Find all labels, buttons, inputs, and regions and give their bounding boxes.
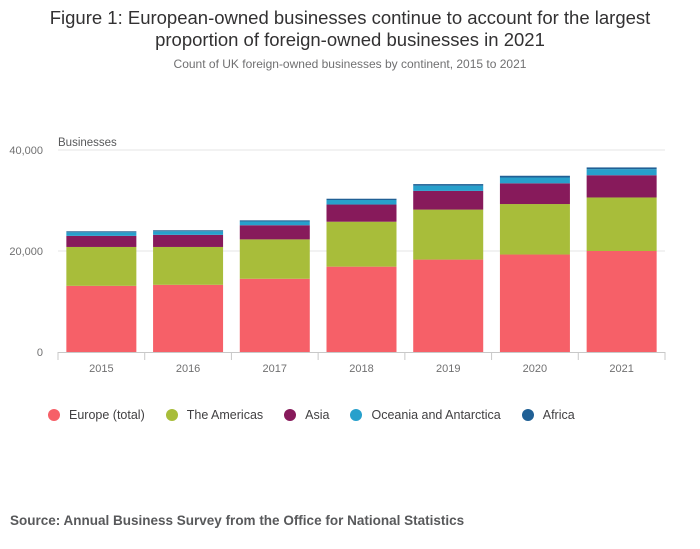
bar-segment (66, 246, 137, 286)
legend-label: The Americas (186, 408, 264, 422)
bar-segment (66, 285, 137, 352)
bar-segment (326, 221, 397, 267)
bar-segment (239, 239, 310, 279)
bar-segment (413, 209, 484, 260)
bar-segment (586, 197, 657, 251)
x-tick-label: 2017 (263, 363, 287, 375)
source-note: Source: Annual Business Survey from the … (10, 513, 465, 528)
y-tick-label: 40,000 (9, 145, 43, 157)
legend-label: Asia (305, 408, 330, 422)
bar-segment (239, 220, 310, 222)
bar-segment (413, 184, 484, 186)
bar-segment (499, 204, 570, 255)
bar-segment (66, 231, 137, 233)
bar-segment (153, 230, 224, 232)
bar-segment (153, 234, 224, 247)
bar-segment (326, 199, 397, 205)
bar-segment (499, 175, 570, 178)
legend-label: Europe (total) (69, 408, 145, 422)
legend-item: Oceania and Antarctica (350, 408, 501, 422)
legend-swatch (350, 409, 363, 421)
bar-segment (326, 198, 397, 200)
legend-item: Asia (284, 408, 329, 422)
y-axis-title: Businesses (58, 137, 117, 149)
bar-segment (239, 221, 310, 226)
bar-segment (153, 231, 224, 235)
x-tick-label: 2020 (523, 363, 547, 375)
legend-swatch (521, 409, 534, 421)
bar-segment (499, 177, 570, 184)
x-tick-label: 2021 (609, 363, 633, 375)
bar-segment (499, 183, 570, 205)
y-tick-label: 0 (37, 347, 43, 359)
legend-label: Oceania and Antarctica (371, 408, 501, 422)
legend-item: The Americas (165, 408, 264, 422)
bar-segment (153, 246, 224, 285)
chart-title: Figure 1: European-owned businesses cont… (0, 7, 700, 51)
x-tick-label: 2019 (436, 363, 460, 375)
chart-legend: Europe (total) The Americas Asia Oceania an… (48, 408, 596, 422)
chart-title-line-2: proportion of foreign-owned businesses i… (155, 29, 545, 50)
bar-segment (586, 251, 657, 352)
bar-segment (413, 259, 484, 352)
legend-swatch (165, 409, 178, 421)
bar-segment (239, 278, 310, 352)
x-tick-label: 2018 (349, 363, 373, 375)
legend-label: Africa (542, 408, 575, 422)
legend-swatch (48, 409, 60, 421)
bar-segment (413, 185, 484, 191)
bar-segment (413, 190, 484, 210)
bar-segment (326, 266, 397, 352)
bar-segment (499, 254, 570, 352)
bar-segment (586, 175, 657, 198)
legend-swatch (284, 409, 297, 421)
y-tick-label: 20,000 (9, 246, 43, 258)
legend-item: Europe (total) (48, 408, 145, 422)
bar-segment (153, 284, 224, 352)
bar-segment (239, 225, 310, 240)
bar-segment (586, 169, 657, 176)
x-tick-label: 2015 (89, 363, 113, 375)
stacked-bar-chart: 0 20,000 40,000 Businesses 2015 2016 2017 2018 2… (9, 137, 666, 375)
bar-segment (586, 167, 657, 170)
bar-segment (66, 232, 137, 236)
x-tick-label: 2016 (176, 363, 200, 375)
chart-subtitle: Count of UK foreign-owned businesses by … (173, 57, 527, 71)
legend-item: Africa (521, 408, 575, 422)
bar-segment (326, 204, 397, 222)
chart-title-line-1: Figure 1: European-owned businesses cont… (49, 7, 651, 28)
bar-segment (66, 235, 137, 247)
